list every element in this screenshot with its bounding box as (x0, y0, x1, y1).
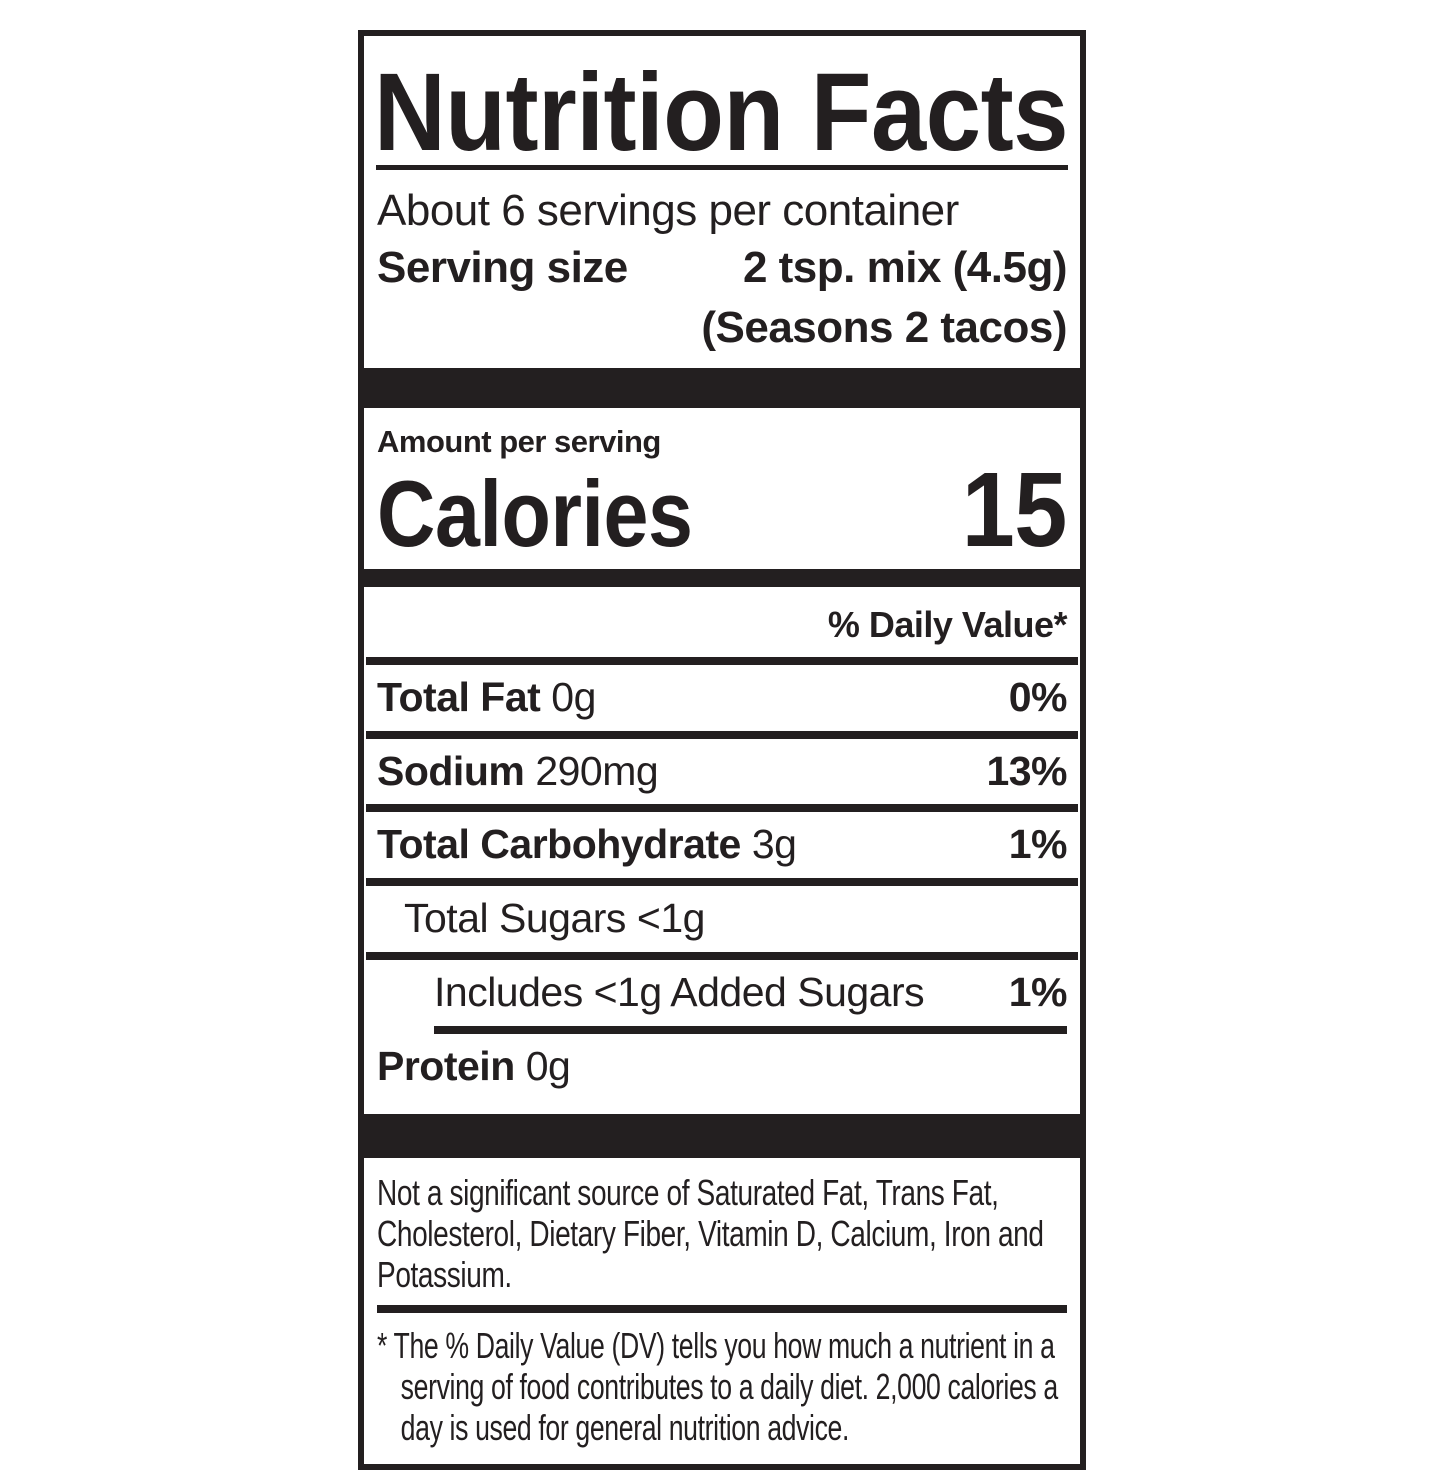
separator-bar-thick-top (364, 367, 1080, 408)
nutrient-daily-value: 13% (986, 747, 1067, 794)
row-divider (366, 952, 1078, 961)
nutrient-row-protein: Protein 0g (364, 1034, 1080, 1100)
nutrient-name-and-amount: Total Carbohydrate 3g (377, 821, 797, 868)
nutrient-amount: <1g (636, 895, 706, 942)
nutrient-row-added-sugars: Includes <1g Added Sugars 1% (364, 960, 1080, 1026)
serving-size-value: 2 tsp. mix (4.5g) (742, 243, 1068, 293)
nutrition-facts-title-svg: Nutrition Facts (376, 51, 1068, 160)
footnote-text: The % Daily Value (DV) tells you how muc… (393, 1325, 1059, 1449)
nutrient-amount: 0g (551, 673, 596, 720)
servings-per-container-text: About 6 servings per container (377, 186, 959, 235)
nutrient-name: Protein (377, 1043, 515, 1090)
serving-size-row: Serving size 2 tsp. mix (4.5g) (364, 235, 1080, 292)
serving-size-label: Serving size (377, 243, 628, 293)
footnote-block: * The % Daily Value (DV) tells you how m… (377, 1325, 1067, 1464)
nutrient-daily-value: 1% (1008, 969, 1068, 1016)
nutrient-amount: 3g (751, 821, 797, 868)
nutrition-facts-title: Nutrition Facts (376, 51, 1068, 160)
footnote-marker: * (377, 1325, 388, 1367)
row-divider (366, 878, 1078, 887)
nutrient-amount: 290mg (535, 747, 659, 794)
separator-bar-medium (364, 569, 1080, 588)
nutrient-row-total-sugars: Total Sugars <1g (364, 886, 1080, 952)
calories-label: Calories (377, 461, 693, 567)
nutrient-row-sodium: Sodium 290mg 13% (364, 739, 1080, 805)
separator-bar-thick-bottom (364, 1114, 1080, 1159)
nutrient-daily-value: 1% (1008, 821, 1068, 868)
nutrient-name: Total Sugars (404, 895, 626, 942)
nutrient-row-total-carbohydrate: Total Carbohydrate 3g 1% (364, 812, 1080, 878)
nutrient-amount: 0g (525, 1043, 571, 1090)
footnote-paragraph: * The % Daily Value (DV) tells you how m… (377, 1325, 1067, 1448)
row-divider (366, 804, 1078, 813)
nutrient-name: Includes <1g Added Sugars (434, 969, 925, 1016)
amount-per-serving-label: Amount per serving (377, 423, 661, 459)
not-significant-note: Not a significant source of Saturated Fa… (377, 1172, 1044, 1296)
daily-value-header: % Daily Value* (827, 604, 1068, 646)
title-block: Nutrition Facts (364, 36, 1080, 160)
calories-value: 15 (961, 451, 1068, 570)
row-divider (366, 730, 1078, 739)
nutrient-name-and-amount: Total Fat 0g (377, 673, 596, 721)
row-divider-indented (434, 1026, 1067, 1035)
calories-row: Calories 15 (364, 451, 1080, 570)
title-underline-rule (376, 165, 1068, 170)
nutrition-facts-label: Nutrition Facts About 6 servings per con… (358, 30, 1086, 1470)
footnote-divider (377, 1305, 1067, 1314)
nutrient-name: Sodium (377, 747, 525, 794)
nutrient-name-and-amount: Protein 0g (377, 1043, 571, 1090)
row-divider (366, 656, 1078, 665)
serving-size-note: (Seasons 2 tacos) (701, 302, 1067, 352)
nutrient-name: Total Carbohydrate (377, 821, 741, 868)
nutrient-name-and-amount: Total Sugars <1g (404, 895, 706, 942)
nutrient-daily-value: 0% (1008, 673, 1068, 720)
nutrient-name: Total Fat (377, 673, 541, 720)
nutrient-row-total-fat: Total Fat 0g 0% (364, 665, 1080, 731)
nutrient-name-and-amount: Sodium 290mg (377, 747, 659, 795)
